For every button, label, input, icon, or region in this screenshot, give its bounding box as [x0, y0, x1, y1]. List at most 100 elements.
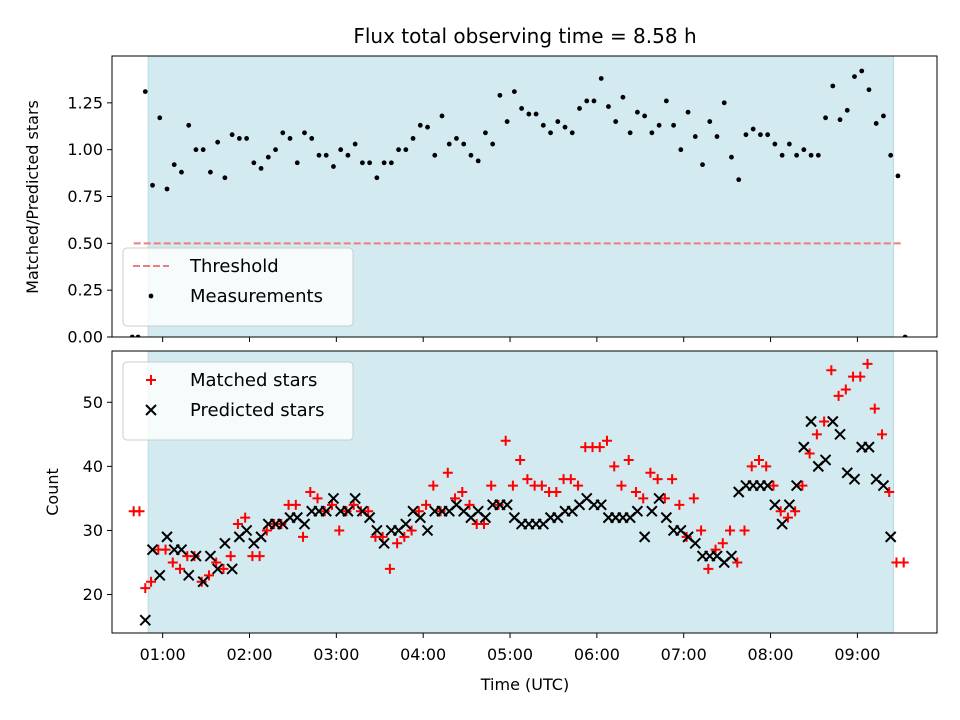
measurement-point — [280, 130, 286, 136]
matched-star-point — [442, 467, 453, 478]
predicted-star-point — [400, 518, 412, 530]
predicted-star-point — [761, 479, 774, 492]
measurement-point — [830, 83, 836, 89]
measurement-point — [844, 107, 850, 113]
measurement-point — [678, 147, 684, 153]
matched-star-point — [674, 499, 685, 510]
matched-star-point — [196, 576, 207, 587]
x-tick-label: 02:00 — [226, 645, 272, 664]
predicted-star-point — [175, 543, 188, 556]
predicted-star-point — [204, 550, 217, 562]
matched-star-point — [732, 557, 743, 568]
predicted-star-point — [183, 569, 195, 582]
predicted-star-point — [638, 531, 651, 543]
plot-area — [128, 358, 909, 626]
matched-star-point — [753, 454, 764, 465]
measurement-point — [345, 152, 351, 158]
measurement-point — [179, 169, 184, 175]
matched-star-point — [710, 544, 721, 555]
legend: Matched stars Predicted stars — [122, 361, 354, 441]
matched-star-point — [782, 512, 793, 523]
measurement-point — [598, 76, 604, 81]
measurement-point — [265, 154, 271, 160]
measurement-point — [526, 111, 532, 117]
matched-star-point — [392, 538, 403, 549]
measurement-point — [142, 89, 148, 94]
measurement-point — [251, 160, 257, 166]
matched-star-point — [775, 506, 786, 517]
measurement-point — [497, 92, 503, 98]
measurement-point — [685, 109, 691, 115]
matched-star-point — [869, 403, 880, 414]
matched-star-point — [551, 487, 562, 497]
matched-star-point — [725, 525, 736, 536]
measurement-point — [881, 113, 886, 119]
measurement-point — [729, 154, 734, 160]
measurement-point — [577, 106, 582, 111]
measurement-point — [866, 87, 872, 93]
x-tick-label: 06:00 — [574, 645, 620, 664]
measurement-point — [873, 121, 879, 126]
measurement-point — [707, 119, 713, 124]
measurement-point — [352, 141, 358, 147]
matched-star-point — [428, 480, 439, 491]
matched-star-point — [211, 557, 222, 568]
legend-box — [122, 361, 354, 441]
predicted-star-point — [827, 415, 839, 428]
matched-star-point — [515, 454, 526, 465]
matched-star-point — [840, 384, 851, 395]
predicted-star-point — [342, 505, 354, 517]
matched-star-point — [175, 563, 186, 574]
measurement-point — [569, 130, 575, 136]
legend-matched-swatch — [146, 375, 156, 385]
matched-star-point — [609, 461, 620, 472]
matched-star-point — [457, 487, 468, 497]
measurement-point — [439, 113, 445, 119]
matched-star-point — [602, 435, 612, 446]
matched-star-point — [507, 480, 518, 491]
x-tick-label: 09:00 — [834, 645, 880, 664]
y-tick-label: 40 — [83, 457, 103, 476]
measurement-point — [591, 98, 597, 104]
matched-star-point — [312, 493, 323, 504]
matched-star-point — [225, 551, 236, 562]
measurement-point — [396, 147, 401, 153]
legend-measurements-swatch — [148, 293, 154, 299]
matched-star-point — [768, 480, 779, 491]
axes-frame — [111, 55, 938, 338]
matched-star-point — [290, 499, 301, 510]
measurement-point — [150, 182, 155, 188]
measurement-point — [215, 139, 221, 145]
measurement-point — [432, 152, 438, 158]
predicted-star-point — [154, 569, 166, 582]
measurement-point — [157, 115, 163, 121]
measurement-point — [367, 160, 373, 166]
measurement-point — [721, 100, 727, 106]
predicted-star-point — [139, 614, 151, 626]
predicted-star-point — [776, 518, 788, 530]
measurement-point — [750, 126, 756, 132]
measurement-point — [338, 147, 344, 153]
matched-star-point — [877, 429, 887, 440]
matched-star-point — [254, 551, 265, 562]
measurement-point — [852, 74, 857, 80]
matched-star-point — [739, 525, 750, 536]
predicted-star-point — [211, 563, 224, 575]
x-tick-label: 04:00 — [400, 645, 446, 664]
predicted-star-point — [631, 505, 644, 517]
x-tick-label: 01:00 — [140, 645, 186, 664]
matched-star-point — [862, 358, 873, 369]
measurement-point — [700, 162, 705, 168]
matched-star-point — [384, 563, 395, 574]
legend-label: Measurements — [190, 286, 323, 307]
predicted-star-point — [884, 531, 897, 543]
x-tick-label: 05:00 — [487, 645, 533, 664]
matched-star-point — [833, 390, 844, 401]
measurement-point — [374, 175, 380, 181]
measurement-point — [779, 152, 785, 158]
measurement-point — [555, 119, 561, 124]
measurement-point — [446, 141, 452, 147]
measurement-point — [511, 89, 517, 94]
predicted-star-point — [769, 499, 781, 511]
matched-star-point — [203, 570, 214, 581]
